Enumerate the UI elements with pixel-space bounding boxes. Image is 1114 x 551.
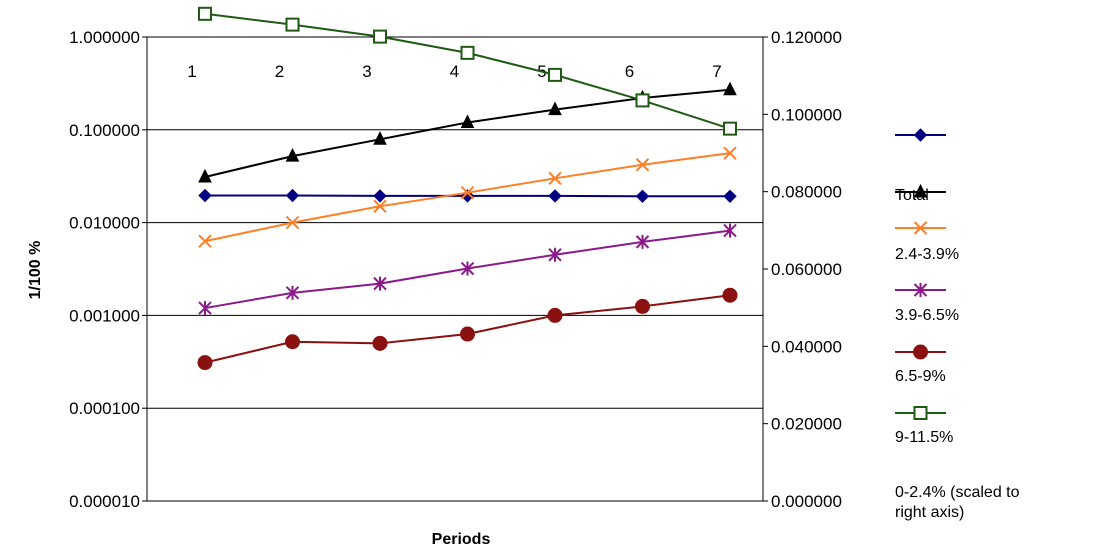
legend-label: 0-2.4% (scaled to right axis) [895, 484, 1020, 521]
data-point-square [198, 6, 212, 21]
data-point-star [548, 247, 562, 262]
data-point-circle [285, 334, 300, 350]
left-axis-tick-label: 0.100000 [69, 121, 140, 140]
right-y-axis: 0.000000 0.020000 0.040000 0.060000 0.080000… [762, 28, 842, 511]
data-point-star [913, 283, 928, 297]
left-axis-tick-label: 0.000010 [69, 492, 140, 511]
right-axis-tick-label: 0.120000 [771, 28, 842, 47]
data-point-diamond [198, 188, 212, 203]
right-axis-tick-label: 0.080000 [771, 183, 842, 202]
data-point-x [548, 171, 562, 186]
data-point-square [635, 93, 650, 108]
series-5 [198, 6, 737, 136]
left-axis-tick-label: 0.010000 [69, 214, 140, 233]
data-point-star [460, 261, 475, 276]
data-point-square [285, 17, 300, 32]
data-point-triangle [373, 131, 387, 145]
data-point-x [460, 185, 475, 200]
data-point-star [285, 285, 300, 300]
x-axis-category-label: 7 [712, 62, 721, 81]
data-point-x [285, 215, 300, 230]
data-point-triangle [723, 81, 737, 96]
series-layer [197, 6, 738, 371]
data-point-x [198, 234, 212, 248]
data-point-square [373, 29, 387, 44]
x-axis-category-label: 2 [275, 62, 284, 81]
left-axis-tick-label: 0.000100 [69, 399, 140, 418]
legend-item: 6.5-9% [895, 344, 946, 385]
right-axis-tick-label: 0.040000 [771, 337, 842, 356]
data-point-circle [913, 344, 928, 360]
data-point-diamond [723, 189, 737, 204]
legend-item: 3.9-6.5% [895, 283, 959, 324]
left-y-axis: 0.000010 0.000100 0.001000 0.010000 0.100000… [69, 28, 148, 511]
legend-label: 3.9-6.5% [895, 307, 959, 324]
data-point-triangle [198, 168, 212, 183]
data-point-circle [547, 307, 563, 323]
series-3 [198, 223, 737, 316]
data-point-diamond [373, 189, 387, 203]
right-axis-tick-label: 0.020000 [771, 415, 842, 434]
series-2 [198, 146, 737, 248]
data-point-square [913, 406, 928, 420]
legend-item: 2.4-3.9% [895, 221, 959, 263]
right-axis-tick-label: 0.000000 [771, 492, 842, 511]
legend-item: 9-11.5% [895, 406, 953, 446]
series-0 [198, 188, 737, 204]
right-axis-tick-label: 0.060000 [771, 260, 842, 279]
x-axis-category-label: 4 [450, 62, 459, 81]
data-point-circle [197, 355, 213, 371]
legend-label: 9-11.5% [895, 429, 953, 446]
legend-label: 6.5-9% [895, 368, 946, 385]
legend-label: Total [895, 187, 929, 204]
legend: Total 2.4-3.9% 3.9-6.5% 6.5-9% 9-11.5% 0-2.4%… [895, 128, 1020, 521]
data-point-triangle [913, 183, 928, 198]
data-point-circle [460, 326, 475, 342]
data-point-diamond [635, 189, 650, 204]
x-axis-category-label: 3 [362, 62, 371, 81]
data-point-x [913, 221, 928, 235]
data-point-x [723, 146, 737, 160]
legend-item: Total [895, 183, 946, 204]
left-axis-tick-label: 1.000000 [69, 28, 140, 47]
legend-item: 0-2.4% (scaled to right axis) [895, 484, 1020, 521]
data-point-diamond [913, 128, 928, 142]
data-point-star [373, 276, 387, 291]
data-point-star [723, 223, 737, 238]
data-point-x [635, 158, 650, 172]
data-point-square [460, 45, 475, 60]
right-axis-tick-label: 0.100000 [771, 105, 842, 124]
data-point-diamond [548, 189, 562, 203]
data-point-circle [372, 335, 388, 351]
series-1 [198, 81, 737, 183]
data-point-star [635, 234, 650, 249]
legend-item [895, 128, 946, 142]
legend-label: 2.4-3.9% [895, 246, 959, 263]
x-axis-category-label: 6 [625, 62, 634, 81]
data-point-square [548, 67, 562, 82]
series-4 [197, 287, 738, 371]
y-axis-title: 1/100 % [27, 241, 44, 300]
gridlines [147, 36, 763, 502]
data-point-square [723, 121, 737, 136]
data-point-circle [722, 287, 738, 303]
data-point-triangle [548, 101, 562, 116]
data-point-diamond [285, 188, 300, 203]
data-point-star [198, 301, 212, 316]
data-point-triangle [285, 148, 300, 162]
x-axis-category-label: 1 [187, 62, 196, 81]
data-point-circle [635, 298, 650, 314]
left-axis-tick-label: 0.001000 [69, 306, 140, 325]
data-point-x [373, 199, 387, 213]
data-point-triangle [460, 114, 475, 128]
x-axis-title: Periods [432, 531, 491, 548]
